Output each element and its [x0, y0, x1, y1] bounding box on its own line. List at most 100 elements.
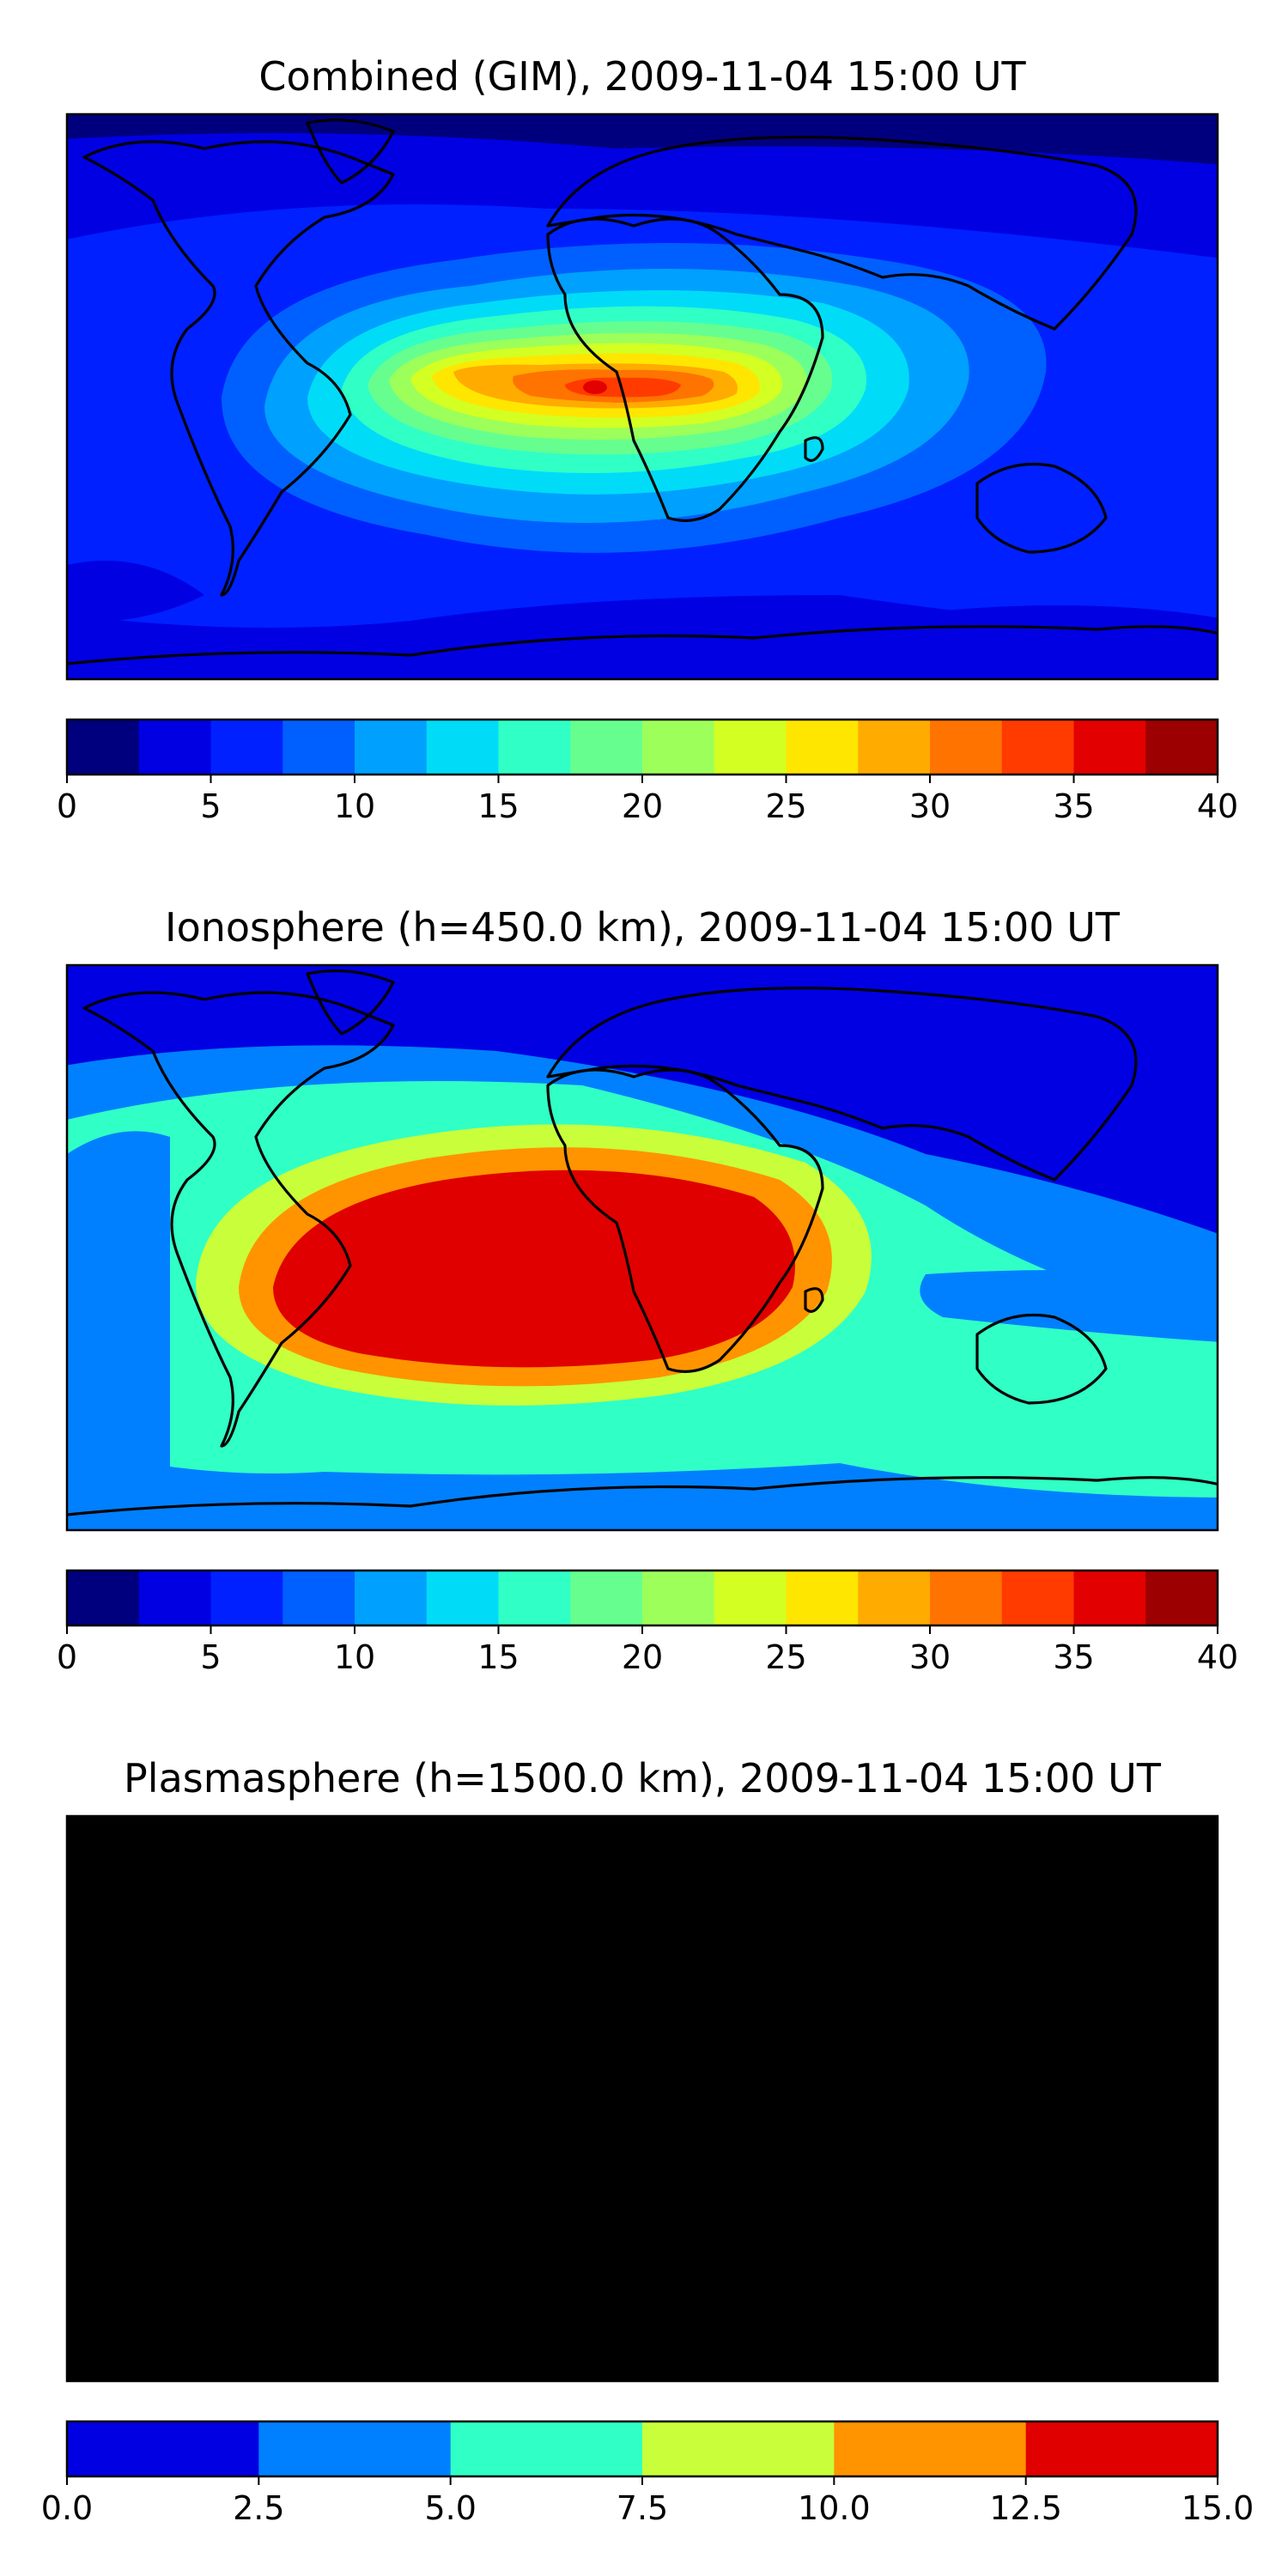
coastline [546, 987, 1138, 1182]
map-area [67, 965, 1218, 1530]
map-frame [65, 112, 1219, 681]
colorbar-swatch [67, 2421, 259, 2476]
colorbar-swatch [786, 720, 859, 775]
colorbar-tick-label: 35 [1053, 1638, 1094, 1676]
colorbar-swatch [858, 720, 931, 775]
coastline [67, 2327, 1218, 2367]
coastline [804, 436, 824, 462]
coastline [82, 1842, 395, 2299]
colorbar-swatch [498, 1571, 571, 1625]
colorbar-swatch [426, 1571, 499, 1625]
colorbar-swatch [642, 2421, 835, 2476]
colorbar-tick-label: 35 [1053, 787, 1094, 825]
colorbar-tick-label: 10 [334, 787, 375, 825]
contour-layer [67, 133, 1218, 679]
colorbar-tick-label: 30 [909, 787, 951, 825]
coastline [804, 2138, 824, 2164]
colorbar-swatch [67, 720, 140, 775]
colorbar: 0 5 10 15 20 25 30 35 40 [57, 718, 1238, 825]
coastline [82, 140, 395, 597]
colorbar-swatch [714, 720, 787, 775]
colorbar-tick-label: 7.5 [617, 2489, 668, 2527]
colorbar-tick-label: 40 [1197, 1638, 1238, 1676]
map-frame [65, 1814, 1219, 2383]
colorbar-swatch [714, 1571, 787, 1625]
coastline [975, 1314, 1108, 1405]
colorbar-swatches [67, 2421, 1218, 2476]
colorbar: 0 5 10 15 20 25 30 35 40 [57, 1569, 1238, 1676]
contour-band [920, 1270, 1218, 1342]
colorbar-swatches [67, 1571, 1218, 1625]
panel-ionosphere: Ionosphere (h=450.0 km), 2009-11-04 15:0… [57, 904, 1238, 1676]
colorbar-tick-label: 10 [334, 1638, 375, 1676]
colorbar-swatch [1001, 1571, 1074, 1625]
colorbar-swatch [1001, 720, 1074, 775]
coastline [82, 991, 395, 1448]
panel-title: Plasmasphere (h=1500.0 km), 2009-11-04 1… [124, 1755, 1162, 1801]
contour-band [583, 380, 607, 394]
colorbar-tick-label: 5 [200, 1638, 221, 1676]
colorbar-swatch [1073, 720, 1146, 775]
colorbar-swatch [786, 1571, 859, 1625]
map-frame [65, 963, 1219, 1532]
colorbar-swatch [355, 1571, 428, 1625]
colorbar-swatch [1145, 1571, 1218, 1625]
colorbar-tick-label: 2.5 [233, 2489, 284, 2527]
colorbar-ticks: 0 5 10 15 20 25 30 35 40 [57, 775, 1238, 825]
colorbar-tick-label: 15 [477, 1638, 519, 1676]
coastline [975, 2165, 1108, 2256]
panel-plasmasphere: Plasmasphere (h=1500.0 km), 2009-11-04 1… [41, 1755, 1255, 2527]
colorbar-tick-label: 25 [765, 787, 806, 825]
colorbar-swatch [258, 2421, 452, 2476]
colorbar-tick-label: 20 [622, 787, 663, 825]
colorbar-swatch [1025, 2421, 1218, 2476]
map-area [67, 1816, 1218, 2381]
colorbar-tick-label: 12.5 [989, 2489, 1062, 2527]
colorbar: 0.0 2.5 5.0 7.5 10.0 12.5 15.0 [41, 2420, 1255, 2527]
colorbar-swatch [1073, 1571, 1146, 1625]
coastline [306, 1820, 395, 1886]
panel-combined: Combined (GIM), 2009-11-04 15:00 UT [57, 53, 1238, 825]
contour-band [67, 2155, 101, 2177]
colorbar-swatch [858, 1571, 931, 1625]
coastline [306, 969, 395, 1036]
colorbar-tick-label: 15.0 [1182, 2489, 1255, 2527]
coastlines [67, 118, 1218, 665]
coastline [67, 625, 1218, 665]
coastline [306, 118, 395, 185]
coastline [804, 1287, 824, 1313]
colorbar-swatch [642, 1571, 715, 1625]
colorbar-tick-label: 15 [477, 787, 519, 825]
contour-band [67, 1131, 170, 1506]
colorbar-swatch [1145, 720, 1218, 775]
colorbar-swatch [283, 1571, 355, 1625]
colorbar-swatches [67, 720, 1218, 775]
colorbar-tick-label: 10.0 [798, 2489, 871, 2527]
colorbar-tick-label: 0 [57, 1638, 77, 1676]
colorbar-swatch [930, 720, 1003, 775]
colorbar-tick-label: 40 [1197, 787, 1238, 825]
colorbar-tick-label: 30 [909, 1638, 951, 1676]
contour-band [565, 1275, 651, 1309]
colorbar-swatch [355, 720, 428, 775]
colorbar-ticks: 0.0 2.5 5.0 7.5 10.0 12.5 15.0 [41, 2476, 1255, 2527]
panel-title: Ionosphere (h=450.0 km), 2009-11-04 15:0… [165, 904, 1121, 951]
colorbar-swatch [570, 1571, 643, 1625]
colorbar-tick-label: 5 [200, 787, 221, 825]
coastline [67, 1476, 1218, 1516]
colorbar-swatch [642, 720, 715, 775]
contour-band [419, 2117, 513, 2148]
colorbar-tick-label: 0 [57, 787, 77, 825]
colorbar-ticks: 0 5 10 15 20 25 30 35 40 [57, 1625, 1238, 1676]
colorbar-swatch [210, 720, 283, 775]
colorbar-swatch [570, 720, 643, 775]
colorbar-swatch [283, 720, 355, 775]
contour-layer [67, 1922, 1218, 2263]
coastlines [67, 1820, 1218, 2367]
colorbar-tick-label: 5.0 [424, 2489, 476, 2527]
colorbar-swatch [138, 720, 211, 775]
colorbar-swatch [67, 1571, 140, 1625]
coastlines [67, 969, 1218, 1516]
map-area [67, 114, 1218, 679]
